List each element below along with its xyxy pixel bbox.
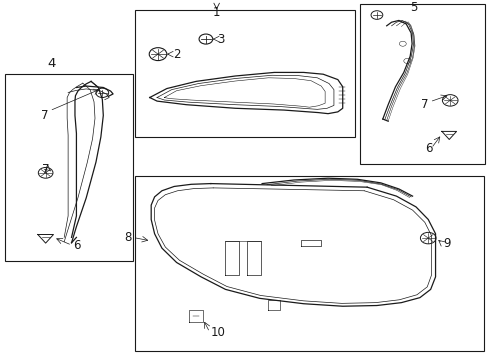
Text: 2: 2 xyxy=(172,48,180,60)
Text: 7: 7 xyxy=(41,109,49,122)
Bar xyxy=(135,176,485,351)
Bar xyxy=(360,4,486,164)
Bar xyxy=(135,10,355,137)
Text: 3: 3 xyxy=(217,32,224,46)
Text: 5: 5 xyxy=(410,1,417,14)
Text: 6: 6 xyxy=(425,142,432,155)
Text: 7: 7 xyxy=(421,98,429,111)
Text: 6: 6 xyxy=(73,239,80,252)
Text: 4: 4 xyxy=(48,57,56,69)
Text: 7: 7 xyxy=(42,163,49,176)
Text: 9: 9 xyxy=(443,237,451,250)
Text: 10: 10 xyxy=(211,326,226,339)
Text: 1: 1 xyxy=(213,6,220,19)
Text: 8: 8 xyxy=(124,231,132,244)
Bar xyxy=(4,74,133,261)
